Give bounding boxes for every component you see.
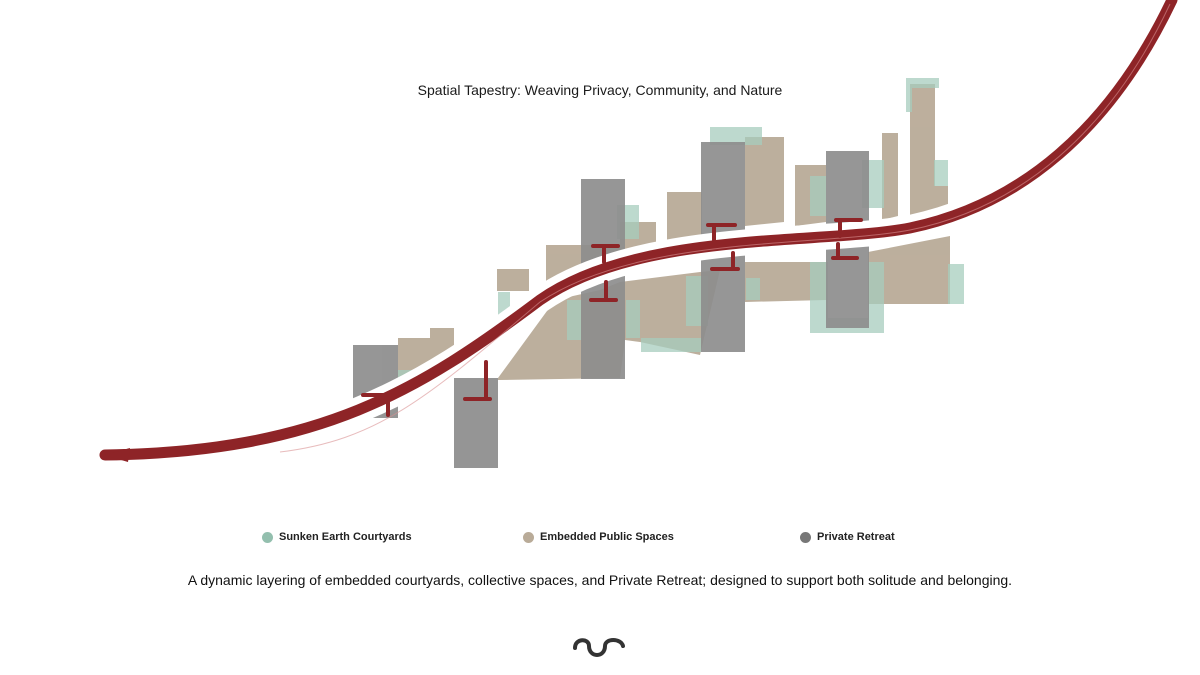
diagram-caption: A dynamic layering of embedded courtyard… [187,572,1013,588]
legend-label: Sunken Earth Courtyards [279,531,412,543]
courtyard-block [906,78,912,112]
legend-item-public-spaces: Embedded Public Spaces [523,531,674,543]
legend-item-private-retreat: Private Retreat [800,531,895,543]
public-block [882,133,898,220]
ribbon-tail [104,448,130,462]
diagram-title: Spatial Tapestry: Weaving Privacy, Commu… [417,82,783,98]
courtyard-block [746,278,760,300]
legend-item-courtyards: Sunken Earth Courtyards [262,531,412,543]
bridge-connector [361,393,392,417]
bridge-connector [589,280,618,302]
ribbon-path [99,0,1178,461]
bridge-connector [834,218,863,238]
private-retreat-layer [353,142,869,468]
courtyard-block [948,264,964,304]
legend-swatch-private-retreat [800,531,811,543]
courtyard-block [810,176,826,216]
public-block [745,262,826,302]
bridge-connector [710,251,740,271]
public-block [497,269,529,291]
public-block [667,192,702,240]
courtyard-block [906,78,939,88]
courtyard-block [868,262,884,332]
courtyard-block [810,262,828,332]
public-block [910,84,948,215]
legend-label: Private Retreat [817,531,895,543]
wave-icon[interactable] [571,632,629,658]
courtyard-block [626,300,640,338]
private-block [454,378,498,468]
public-block [745,137,784,226]
bridge-connector [591,244,620,264]
ribbon-highlight [279,3,1171,453]
courtyard-block [567,300,581,340]
legend: Sunken Earth Courtyards Embedded Public … [0,531,1200,549]
courtyard-block [934,160,948,186]
courtyard-block [710,127,762,145]
legend-label: Embedded Public Spaces [540,531,674,543]
bridge-connector [706,223,737,242]
bridge-connector [463,360,492,401]
courtyard-block [641,338,701,352]
public-block [868,236,950,304]
legend-swatch-public-spaces [523,531,534,543]
bridge-connector [831,242,859,260]
bridge-connectors [361,218,863,417]
legend-swatch-courtyards [262,531,273,543]
